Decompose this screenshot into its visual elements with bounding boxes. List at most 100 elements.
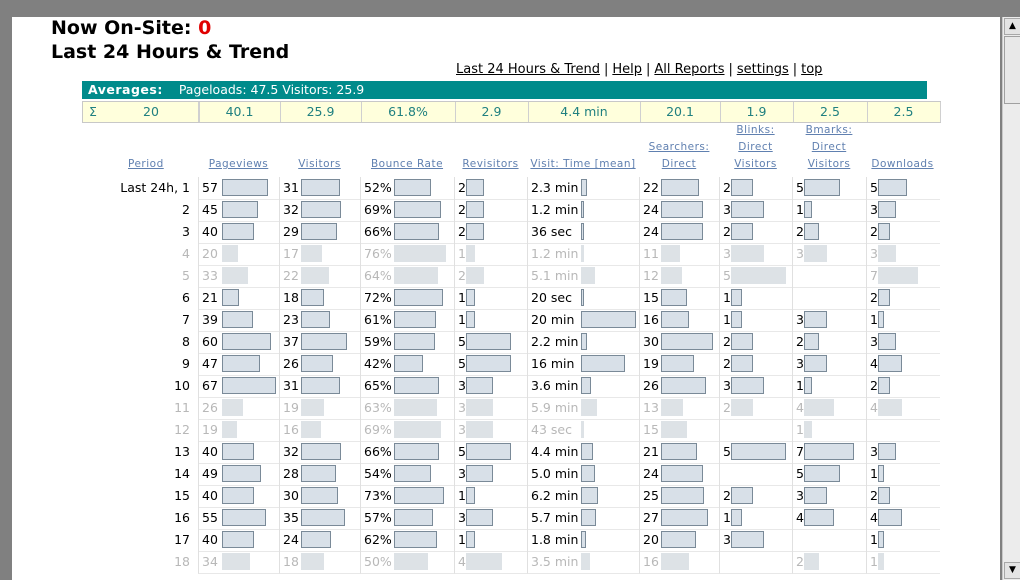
bar-revisitors	[466, 355, 511, 372]
cell-bmarks	[792, 375, 867, 398]
cell-value-downloads: 1	[870, 466, 878, 481]
cell-visitors	[279, 375, 361, 398]
cell-bounce	[360, 375, 455, 398]
scroll-down-arrow-icon[interactable]: ▼	[1004, 562, 1020, 579]
column-header-period[interactable]: Period	[112, 156, 202, 173]
bar-visitors	[301, 201, 341, 218]
cell-value-downloads: 3	[870, 202, 878, 217]
bar-visit_time	[581, 377, 591, 394]
cell-value-blinks: 2	[723, 334, 731, 349]
bar-visitors	[301, 333, 347, 350]
cell-value-searchers: 19	[643, 356, 659, 371]
cell-value-revisitors: 2	[458, 268, 466, 283]
bar-visitors	[301, 421, 321, 438]
cell-value-downloads: 3	[870, 334, 878, 349]
sigma-symbol: Σ	[83, 102, 199, 122]
cell-value-searchers: 15	[643, 290, 659, 305]
cell-value-visitors: 35	[283, 510, 299, 525]
column-header-downloads[interactable]: Downloads	[866, 156, 939, 173]
cell-value-bounce: 57%	[364, 510, 392, 525]
link-top[interactable]: top	[801, 62, 823, 77]
bar-bounce	[394, 377, 439, 394]
cell-value-bmarks: 1	[796, 378, 804, 393]
cell-bmarks	[792, 221, 867, 244]
cell-blinks	[719, 199, 793, 222]
cell-value-downloads: 2	[870, 378, 878, 393]
column-header-revisitors[interactable]: Revisitors	[454, 156, 527, 173]
cell-value-searchers: 13	[643, 400, 659, 415]
table-row: 6 21 18 72% 1 20 sec 15 1 2	[12, 287, 1000, 310]
bar-bounce	[394, 553, 428, 570]
cell-value-pageviews: 40	[202, 444, 218, 459]
row-period: 4	[182, 246, 190, 261]
cell-value-visit_time: 1.2 min	[531, 246, 579, 261]
sum-value: 2.5	[793, 102, 868, 122]
scrollbar-thumb[interactable]	[1004, 36, 1020, 104]
cell-value-downloads: 1	[870, 554, 878, 569]
cell-value-searchers: 26	[643, 378, 659, 393]
bar-blinks	[731, 355, 753, 372]
scroll-up-arrow-icon[interactable]: ▲	[1004, 18, 1020, 35]
bar-bmarks	[804, 465, 840, 482]
bar-downloads	[878, 289, 890, 306]
bar-bounce	[394, 245, 446, 262]
link-settings[interactable]: settings	[736, 62, 789, 77]
bar-blinks	[731, 245, 764, 262]
cell-searchers	[639, 485, 720, 508]
column-header-pageviews[interactable]: Pageviews	[198, 156, 279, 173]
cell-value-revisitors: 5	[458, 334, 466, 349]
bar-revisitors	[466, 443, 511, 460]
cell-value-bounce: 42%	[364, 356, 392, 371]
cell-searchers	[639, 199, 720, 222]
cell-value-searchers: 24	[643, 466, 659, 481]
row-period: 14	[174, 466, 190, 481]
column-header-bmarks[interactable]: Bmarks: Direct Visitors	[792, 122, 866, 173]
bar-bounce	[394, 421, 441, 438]
column-header-visit_time[interactable]: Visit: Time [mean]	[527, 156, 639, 173]
bar-revisitors	[466, 289, 475, 306]
column-header-line: Visitors	[734, 158, 777, 170]
bar-visitors	[301, 377, 340, 394]
cell-bounce	[360, 177, 455, 200]
column-header-visitors[interactable]: Visitors	[279, 156, 360, 173]
cell-value-pageviews: 33	[202, 268, 218, 283]
cell-pageviews	[198, 309, 280, 332]
cell-value-visit_time: 5.0 min	[531, 466, 579, 481]
cell-revisitors	[454, 243, 528, 266]
bar-revisitors	[466, 465, 493, 482]
cell-revisitors	[454, 309, 528, 332]
cell-visitors	[279, 287, 361, 310]
cell-visit_time	[527, 375, 640, 398]
cell-value-searchers: 27	[643, 510, 659, 525]
cell-value-visit_time: 6.2 min	[531, 488, 579, 503]
table-row: 8 60 37 59% 5 2.2 min 30 2 2 3	[12, 331, 1000, 354]
cell-value-blinks: 1	[723, 312, 731, 327]
cell-value-bmarks: 2	[796, 224, 804, 239]
bar-bounce	[394, 201, 441, 218]
cell-value-bounce: 61%	[364, 312, 392, 327]
link-help[interactable]: Help	[612, 62, 642, 77]
cell-value-bmarks: 1	[796, 202, 804, 217]
cell-bmarks	[792, 419, 867, 442]
vertical-scrollbar[interactable]: ▲ ▼	[1002, 17, 1020, 580]
link-last-24-hours[interactable]: Last 24 Hours & Trend	[456, 62, 600, 77]
bar-blinks	[731, 399, 753, 416]
column-header-blinks[interactable]: Blinks: Direct Visitors	[719, 122, 792, 173]
column-header-bounce[interactable]: Bounce Rate	[360, 156, 454, 173]
bar-pageviews	[222, 355, 260, 372]
cell-value-bmarks: 3	[796, 312, 804, 327]
bar-visit_time	[581, 399, 597, 416]
cell-value-bounce: 73%	[364, 488, 392, 503]
bar-pageviews	[222, 487, 254, 504]
cell-value-bmarks: 7	[796, 444, 804, 459]
cell-value-revisitors: 2	[458, 224, 466, 239]
cell-pageviews	[198, 221, 280, 244]
column-header-searchers[interactable]: Searchers: Direct	[639, 139, 719, 173]
link-all-reports[interactable]: All Reports	[654, 62, 725, 77]
bar-visitors	[301, 509, 345, 526]
bar-visitors	[301, 289, 324, 306]
bar-bounce	[394, 223, 439, 240]
bar-visit_time	[581, 311, 636, 328]
bar-searchers	[661, 421, 687, 438]
cell-value-bmarks: 3	[796, 246, 804, 261]
